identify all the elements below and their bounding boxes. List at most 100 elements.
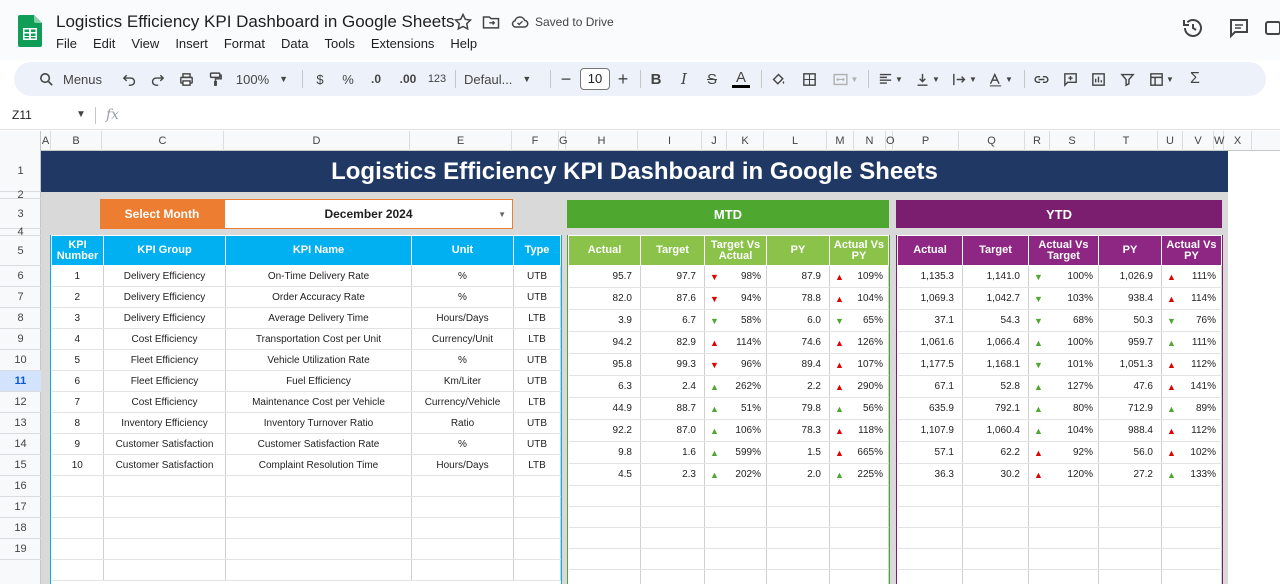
ytd-actual-cell[interactable]: 1,061.6 [897,331,963,354]
row-header-10[interactable]: 10 [0,350,41,371]
month-dropdown[interactable]: December 2024 ▼ [224,199,513,229]
row-header-15[interactable]: 15 [0,455,41,476]
unit-cell[interactable]: Ratio [411,412,514,434]
mtd-actual-cell[interactable]: 95.7 [568,265,641,288]
mtd-actual-cell[interactable]: 82.0 [568,287,641,310]
kpi-name-cell[interactable]: Vehicle Utilization Rate [225,349,412,371]
column-header-x[interactable]: X [1224,131,1252,151]
empty-cell[interactable] [640,485,705,507]
menu-file[interactable]: File [56,36,77,51]
mtd-py-cell[interactable]: 74.6 [766,331,830,354]
mtd-py-cell[interactable]: 6.0 [766,309,830,332]
mtd-target-vs-actual-cell[interactable]: ▼ 98% [704,265,767,288]
ytd-actual-cell[interactable]: 1,107.9 [897,419,963,442]
kpi-number-cell[interactable]: 4 [51,328,104,350]
empty-cell[interactable] [51,517,104,539]
empty-cell[interactable] [640,548,705,570]
row-header-18[interactable]: 18 [0,518,41,539]
empty-cell[interactable] [103,517,226,539]
ytd-actual-vs-target-cell[interactable]: ▲ 104% [1028,419,1099,442]
mtd-actual-vs-py-cell[interactable]: ▲ 56% [829,397,889,420]
ytd-actual-vs-target-cell[interactable]: ▲ 80% [1028,397,1099,420]
ytd-actual-cell[interactable]: 37.1 [897,309,963,332]
ytd-py-cell[interactable]: 988.4 [1098,419,1162,442]
empty-cell[interactable] [411,517,514,539]
column-header-e[interactable]: E [410,131,512,151]
empty-cell[interactable] [1028,569,1099,584]
empty-cell[interactable] [103,538,226,560]
undo-button[interactable] [118,62,140,96]
mtd-target-cell[interactable]: 87.6 [640,287,705,310]
italic-button[interactable]: I [681,70,687,88]
kpi-group-cell[interactable]: Delivery Efficiency [103,265,226,287]
increase-decimal-button[interactable]: .00 [394,62,422,96]
empty-cell[interactable] [897,527,963,549]
mtd-target-vs-actual-cell[interactable]: ▼ 96% [704,353,767,376]
empty-cell[interactable] [513,538,561,560]
mtd-actual-vs-py-cell[interactable]: ▲ 107% [829,353,889,376]
select-all-corner[interactable] [0,131,41,151]
empty-cell[interactable] [103,496,226,518]
horizontal-align-button[interactable]: ▼ [874,62,906,96]
strikethrough-button[interactable]: S [706,70,717,88]
mtd-target-cell[interactable]: 88.7 [640,397,705,420]
empty-cell[interactable] [568,527,641,549]
kpi-group-cell[interactable]: Cost Efficiency [103,391,226,413]
empty-cell[interactable] [1028,527,1099,549]
mtd-target-cell[interactable]: 87.0 [640,419,705,442]
empty-cell[interactable] [829,485,889,507]
empty-cell[interactable] [766,506,830,528]
unit-cell[interactable]: % [411,349,514,371]
column-header-l[interactable]: L [764,131,827,151]
empty-cell[interactable] [1098,548,1162,570]
number-format-button[interactable]: 123 [427,73,447,85]
unit-cell[interactable]: Currency/Vehicle [411,391,514,413]
text-wrapping-button[interactable]: ▼ [948,62,980,96]
ytd-actual-vs-py-cell[interactable]: ▲ 114% [1161,287,1222,310]
fill-color-button[interactable] [767,62,789,96]
merge-cells-button[interactable]: ▼ [828,62,862,96]
star-icon[interactable] [453,12,473,32]
mtd-py-cell[interactable]: 78.3 [766,419,830,442]
row-header-5[interactable]: 5 [0,236,41,266]
ytd-target-cell[interactable]: 1,141.0 [962,265,1029,288]
empty-cell[interactable] [640,506,705,528]
kpi-group-cell[interactable]: Fleet Efficiency [103,349,226,371]
mtd-actual-cell[interactable]: 3.9 [568,309,641,332]
type-cell[interactable]: LTB [513,454,561,476]
empty-cell[interactable] [225,559,412,581]
empty-cell[interactable] [1098,527,1162,549]
empty-cell[interactable] [1028,485,1099,507]
menu-extensions[interactable]: Extensions [370,36,435,51]
column-header-a[interactable]: A [41,131,51,151]
empty-cell[interactable] [513,559,561,581]
insert-link-button[interactable] [1030,62,1052,96]
ytd-target-cell[interactable]: 30.2 [962,463,1029,486]
empty-cell[interactable] [962,527,1029,549]
mtd-actual-vs-py-cell[interactable]: ▲ 118% [829,419,889,442]
name-box-caret-icon[interactable]: ▼ [76,109,86,120]
empty-cell[interactable] [1028,548,1099,570]
mtd-target-vs-actual-cell[interactable]: ▲ 202% [704,463,767,486]
mtd-actual-cell[interactable]: 92.2 [568,419,641,442]
row-header-3[interactable]: 3 [0,199,41,229]
menu-edit[interactable]: Edit [92,36,116,51]
column-header-t[interactable]: T [1095,131,1158,151]
ytd-actual-cell[interactable]: 36.3 [897,463,963,486]
column-header-q[interactable]: Q [959,131,1025,151]
ytd-actual-vs-py-cell[interactable]: ▲ 112% [1161,353,1222,376]
cloud-saved-icon[interactable] [510,12,530,32]
ytd-actual-vs-target-cell[interactable]: ▼ 103% [1028,287,1099,310]
mtd-target-cell[interactable]: 82.9 [640,331,705,354]
mtd-py-cell[interactable]: 79.8 [766,397,830,420]
type-cell[interactable]: LTB [513,328,561,350]
vertical-align-button[interactable]: ▼ [911,62,943,96]
column-header-c[interactable]: C [102,131,224,151]
empty-cell[interactable] [704,485,767,507]
ytd-actual-vs-py-cell[interactable]: ▲ 141% [1161,375,1222,398]
column-header-g[interactable]: G [559,131,568,151]
unit-cell[interactable]: % [411,265,514,287]
unit-cell[interactable]: % [411,286,514,308]
column-header-h[interactable]: H [566,131,638,151]
ytd-py-cell[interactable]: 56.0 [1098,441,1162,464]
